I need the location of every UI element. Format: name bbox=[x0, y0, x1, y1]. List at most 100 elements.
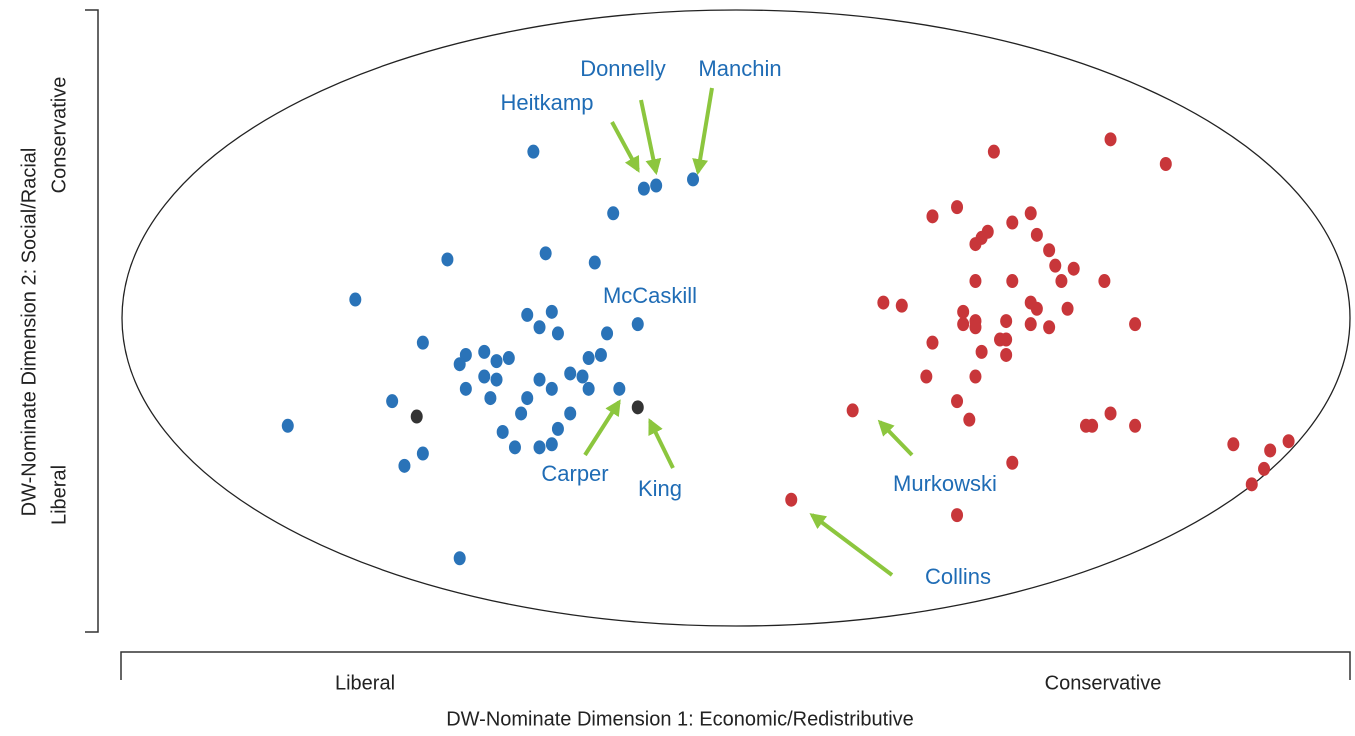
point bbox=[1159, 157, 1172, 171]
point bbox=[1104, 406, 1117, 421]
point bbox=[1104, 132, 1117, 147]
point bbox=[951, 508, 964, 523]
point bbox=[453, 551, 466, 566]
point bbox=[545, 304, 558, 319]
point bbox=[1282, 434, 1295, 449]
x-pole-label: Liberal bbox=[335, 672, 395, 694]
point bbox=[650, 178, 663, 193]
x-axis-label: DW-Nominate Dimension 1: Economic/Redist… bbox=[446, 708, 914, 730]
point bbox=[564, 406, 577, 421]
point bbox=[576, 369, 589, 384]
space-boundary bbox=[121, 9, 1351, 627]
point bbox=[969, 274, 982, 289]
point bbox=[386, 394, 399, 409]
point bbox=[1024, 206, 1037, 221]
point bbox=[539, 246, 552, 261]
point bbox=[1067, 261, 1080, 276]
point bbox=[416, 446, 429, 461]
point bbox=[490, 372, 503, 387]
point bbox=[502, 351, 515, 366]
point bbox=[1030, 227, 1043, 242]
x-pole-label: Conservative bbox=[1045, 672, 1162, 694]
point bbox=[1098, 274, 1111, 289]
point bbox=[459, 381, 472, 396]
point bbox=[926, 335, 939, 350]
annotation-arrow bbox=[648, 418, 675, 469]
point bbox=[926, 209, 939, 224]
point bbox=[588, 255, 601, 270]
x-bracket bbox=[120, 651, 1351, 680]
annotation: McCaskill bbox=[603, 283, 697, 308]
point bbox=[613, 381, 626, 396]
point bbox=[957, 304, 970, 319]
annotation-arrow bbox=[877, 419, 914, 457]
point bbox=[687, 172, 700, 187]
point bbox=[484, 391, 497, 406]
point bbox=[1043, 320, 1056, 335]
point bbox=[1245, 477, 1258, 492]
annotation-arrow bbox=[809, 513, 894, 577]
point bbox=[398, 458, 411, 473]
point bbox=[441, 252, 454, 267]
point bbox=[478, 369, 491, 384]
y-bracket bbox=[85, 9, 99, 633]
point bbox=[1129, 317, 1142, 332]
point bbox=[1006, 215, 1019, 230]
point bbox=[1049, 258, 1062, 273]
point bbox=[533, 372, 546, 387]
point bbox=[969, 320, 982, 335]
point bbox=[521, 391, 534, 406]
point bbox=[969, 237, 982, 252]
annotation-arrow bbox=[583, 399, 621, 457]
point bbox=[478, 344, 491, 359]
annotation: Heitkamp bbox=[501, 90, 594, 115]
point bbox=[582, 381, 595, 396]
point bbox=[521, 307, 534, 322]
point bbox=[1000, 347, 1013, 362]
point bbox=[895, 298, 908, 313]
point bbox=[281, 418, 294, 433]
annotation-arrow bbox=[692, 87, 714, 176]
point bbox=[564, 366, 577, 381]
point bbox=[957, 317, 970, 332]
point bbox=[551, 326, 564, 341]
point bbox=[607, 206, 620, 221]
point bbox=[987, 144, 1000, 159]
point bbox=[951, 394, 964, 409]
point bbox=[1061, 301, 1074, 316]
point bbox=[527, 144, 540, 159]
point bbox=[637, 181, 650, 196]
point bbox=[631, 400, 644, 415]
point bbox=[1000, 314, 1013, 329]
point bbox=[1000, 332, 1013, 347]
point bbox=[975, 344, 988, 359]
point bbox=[877, 295, 890, 310]
point bbox=[601, 326, 614, 341]
point bbox=[631, 317, 644, 332]
y-pole-label: Liberal bbox=[48, 465, 70, 525]
point bbox=[545, 437, 558, 452]
point bbox=[951, 200, 964, 215]
point bbox=[410, 409, 423, 424]
point bbox=[416, 335, 429, 350]
point bbox=[1043, 243, 1056, 258]
point bbox=[1086, 418, 1099, 433]
point bbox=[551, 421, 564, 436]
point bbox=[594, 347, 607, 362]
point bbox=[785, 492, 798, 507]
point bbox=[349, 292, 362, 307]
annotation-arrow bbox=[639, 99, 662, 176]
point bbox=[969, 369, 982, 384]
point bbox=[508, 440, 521, 455]
point bbox=[1258, 461, 1271, 476]
point bbox=[496, 424, 509, 439]
point bbox=[515, 406, 528, 421]
point bbox=[1055, 274, 1068, 289]
point bbox=[963, 412, 976, 427]
annotation: King bbox=[638, 476, 682, 501]
point bbox=[1030, 301, 1043, 316]
point bbox=[545, 381, 558, 396]
point bbox=[1006, 274, 1019, 289]
point bbox=[490, 354, 503, 369]
point bbox=[1264, 443, 1277, 458]
